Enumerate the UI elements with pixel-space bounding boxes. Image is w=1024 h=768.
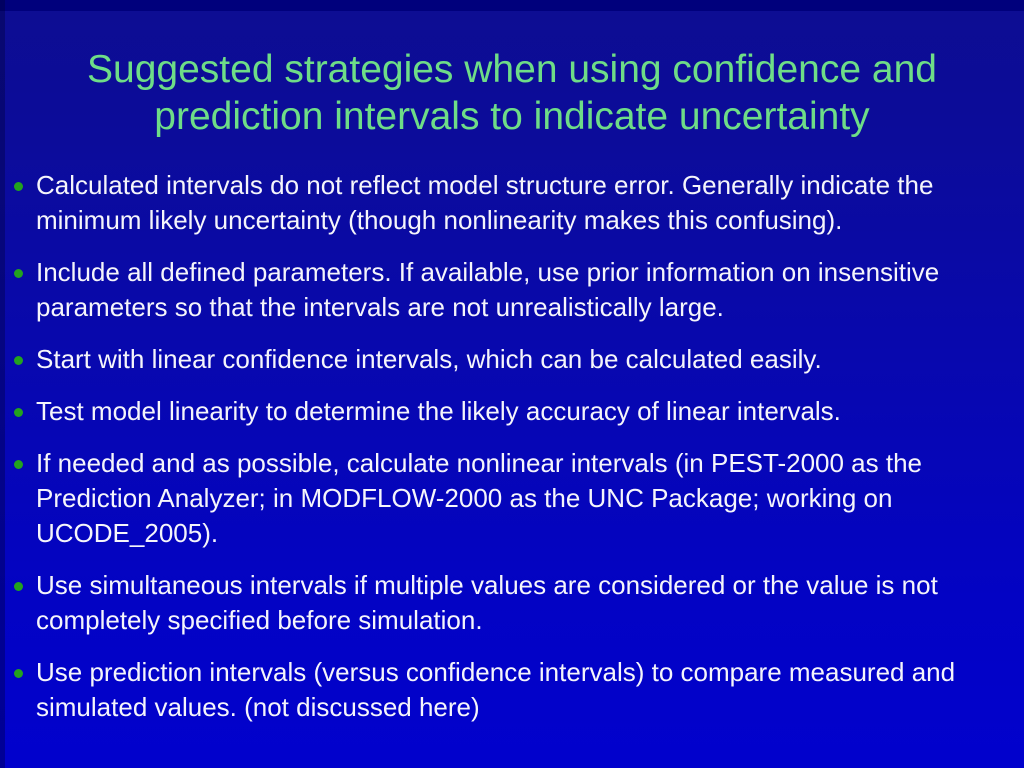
bullet-dot-icon bbox=[14, 582, 23, 591]
bullet-dot-icon bbox=[14, 356, 23, 365]
bullet-item: Use simultaneous intervals if multiple v… bbox=[14, 568, 1009, 638]
bullet-text: Include all defined parameters. If avail… bbox=[36, 257, 940, 322]
bullet-item: Test model linearity to determine the li… bbox=[14, 394, 1009, 429]
bullet-dot-icon bbox=[14, 269, 23, 278]
bullet-text: Calculated intervals do not reflect mode… bbox=[36, 170, 934, 235]
bullet-item: Calculated intervals do not reflect mode… bbox=[14, 168, 1009, 238]
bullet-dot-icon bbox=[14, 408, 23, 417]
bullet-item: If needed and as possible, calculate non… bbox=[14, 446, 1009, 551]
slide-title: Suggested strategies when using confiden… bbox=[20, 46, 1004, 140]
bullet-dot-icon bbox=[14, 669, 23, 678]
left-edge-shadow bbox=[0, 0, 5, 768]
bullet-text: Use prediction intervals (versus confide… bbox=[36, 657, 956, 722]
bullet-item: Start with linear confidence intervals, … bbox=[14, 342, 1009, 377]
bullet-item: Use prediction intervals (versus confide… bbox=[14, 655, 1009, 725]
bullet-text: Start with linear confidence intervals, … bbox=[36, 344, 822, 374]
slide-title-line-2: prediction intervals to indicate uncerta… bbox=[154, 95, 870, 138]
bullet-text: Test model linearity to determine the li… bbox=[36, 396, 841, 426]
bullet-dot-icon bbox=[14, 460, 23, 469]
bullet-dot-icon bbox=[14, 182, 23, 191]
bullet-item: Include all defined parameters. If avail… bbox=[14, 255, 1009, 325]
slide-title-line-1: Suggested strategies when using confiden… bbox=[87, 48, 937, 91]
bullet-text: If needed and as possible, calculate non… bbox=[36, 448, 922, 548]
bullet-text: Use simultaneous intervals if multiple v… bbox=[36, 570, 938, 635]
top-edge-shadow bbox=[0, 0, 1024, 11]
bullet-list: Calculated intervals do not reflect mode… bbox=[14, 168, 1009, 742]
